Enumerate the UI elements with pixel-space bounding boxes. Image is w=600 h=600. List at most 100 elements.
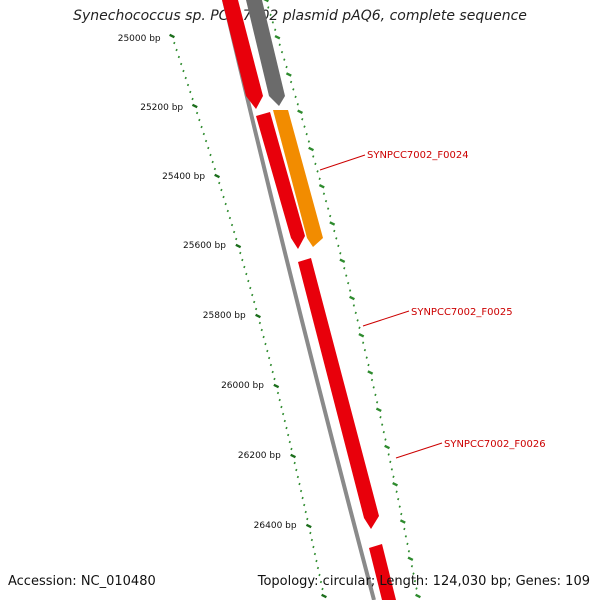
major-tick	[169, 33, 175, 39]
minor-tick	[173, 41, 176, 45]
minor-tick	[280, 405, 283, 409]
minor-tick	[239, 251, 242, 255]
gene-feature-gray	[246, 0, 285, 106]
minor-tick	[258, 321, 262, 325]
minor-tick	[247, 279, 250, 283]
minor-tick	[313, 552, 317, 556]
minor-tick	[195, 111, 199, 115]
minor-tick	[295, 468, 298, 472]
outer-tick	[289, 80, 293, 84]
minor-tick	[254, 307, 258, 311]
tick-label: 26400 bp	[254, 521, 297, 531]
outer-tick	[399, 519, 406, 524]
minor-tick	[298, 482, 301, 486]
outer-tick	[398, 505, 401, 508]
tick-label: 25400 bp	[162, 172, 205, 182]
outer-tick	[337, 244, 340, 248]
tick-label: 25200 bp	[140, 103, 183, 113]
minor-tick	[278, 398, 281, 402]
minor-tick	[283, 419, 286, 423]
outer-tick	[318, 177, 321, 181]
outer-tick	[267, 6, 270, 9]
outer-tick	[390, 468, 394, 471]
outer-tick	[367, 363, 370, 367]
outer-tick	[285, 65, 288, 69]
minor-tick	[251, 293, 254, 297]
outer-tick	[297, 109, 303, 115]
tick-label: 26000 bp	[221, 381, 264, 391]
outer-tick	[263, 0, 269, 3]
major-tick	[305, 523, 312, 529]
minor-tick	[245, 272, 248, 276]
minor-tick	[321, 587, 324, 591]
outer-tick	[379, 415, 382, 419]
minor-tick	[285, 426, 288, 430]
outer-tick	[345, 274, 348, 277]
major-tick	[273, 383, 280, 389]
minor-tick	[182, 69, 185, 73]
minor-tick	[281, 412, 285, 416]
outer-tick	[303, 125, 306, 128]
minor-tick	[267, 356, 271, 360]
major-tick	[191, 103, 198, 109]
gene-feature-red-2	[256, 112, 305, 249]
outer-tick	[301, 117, 304, 121]
outer-tick	[322, 192, 326, 195]
minor-tick	[213, 167, 217, 171]
outer-tick	[339, 252, 342, 255]
minor-tick	[318, 573, 321, 577]
outer-tick	[407, 556, 414, 562]
minor-tick	[191, 97, 194, 101]
outer-tick	[363, 348, 367, 352]
outer-tick	[389, 460, 392, 464]
outer-tick	[412, 572, 415, 575]
outer-tick	[382, 430, 385, 434]
outer-tick	[384, 444, 391, 450]
outer-tick	[292, 88, 295, 91]
minor-tick	[249, 286, 252, 290]
tick-label: 25000 bp	[118, 34, 161, 44]
outer-tick	[404, 535, 408, 538]
outer-tick	[403, 527, 406, 531]
outer-tick	[318, 183, 325, 189]
outer-tick	[352, 304, 356, 307]
minor-tick	[202, 132, 205, 136]
minor-tick	[315, 559, 318, 563]
major-tick	[214, 173, 221, 179]
minor-tick	[264, 342, 267, 346]
minor-tick	[209, 153, 212, 157]
outer-tick	[343, 266, 346, 270]
dotted-tracks	[169, 0, 421, 599]
outer-tick	[400, 512, 403, 516]
minor-tick	[204, 139, 208, 143]
outer-tick	[271, 21, 275, 24]
outer-tick	[375, 407, 382, 413]
outer-tick	[269, 13, 272, 17]
outer-tick	[415, 587, 418, 590]
outer-tick	[349, 295, 355, 301]
outer-tick	[375, 401, 379, 404]
minor-tick	[309, 531, 312, 535]
minor-tick	[316, 566, 320, 570]
outer-tick	[406, 542, 409, 546]
minor-tick	[262, 335, 265, 339]
outer-tick	[339, 258, 346, 264]
tick-label: 26200 bp	[238, 451, 281, 461]
outer-tick	[333, 229, 336, 233]
minor-tick	[220, 188, 223, 192]
outer-tick	[367, 370, 374, 375]
minor-tick	[189, 90, 192, 94]
gene-feature-orange	[273, 110, 323, 247]
minor-tick	[303, 503, 306, 507]
minor-tick	[184, 76, 187, 80]
minor-tick	[232, 230, 236, 234]
minor-tick	[253, 300, 256, 304]
minor-tick	[211, 160, 214, 164]
minor-tick	[260, 328, 263, 332]
outer-tick	[273, 28, 277, 32]
outer-tick	[354, 311, 357, 315]
minor-tick	[273, 377, 276, 381]
minor-tick	[230, 223, 234, 227]
outer-tick	[296, 103, 299, 106]
outer-tick	[397, 497, 400, 501]
